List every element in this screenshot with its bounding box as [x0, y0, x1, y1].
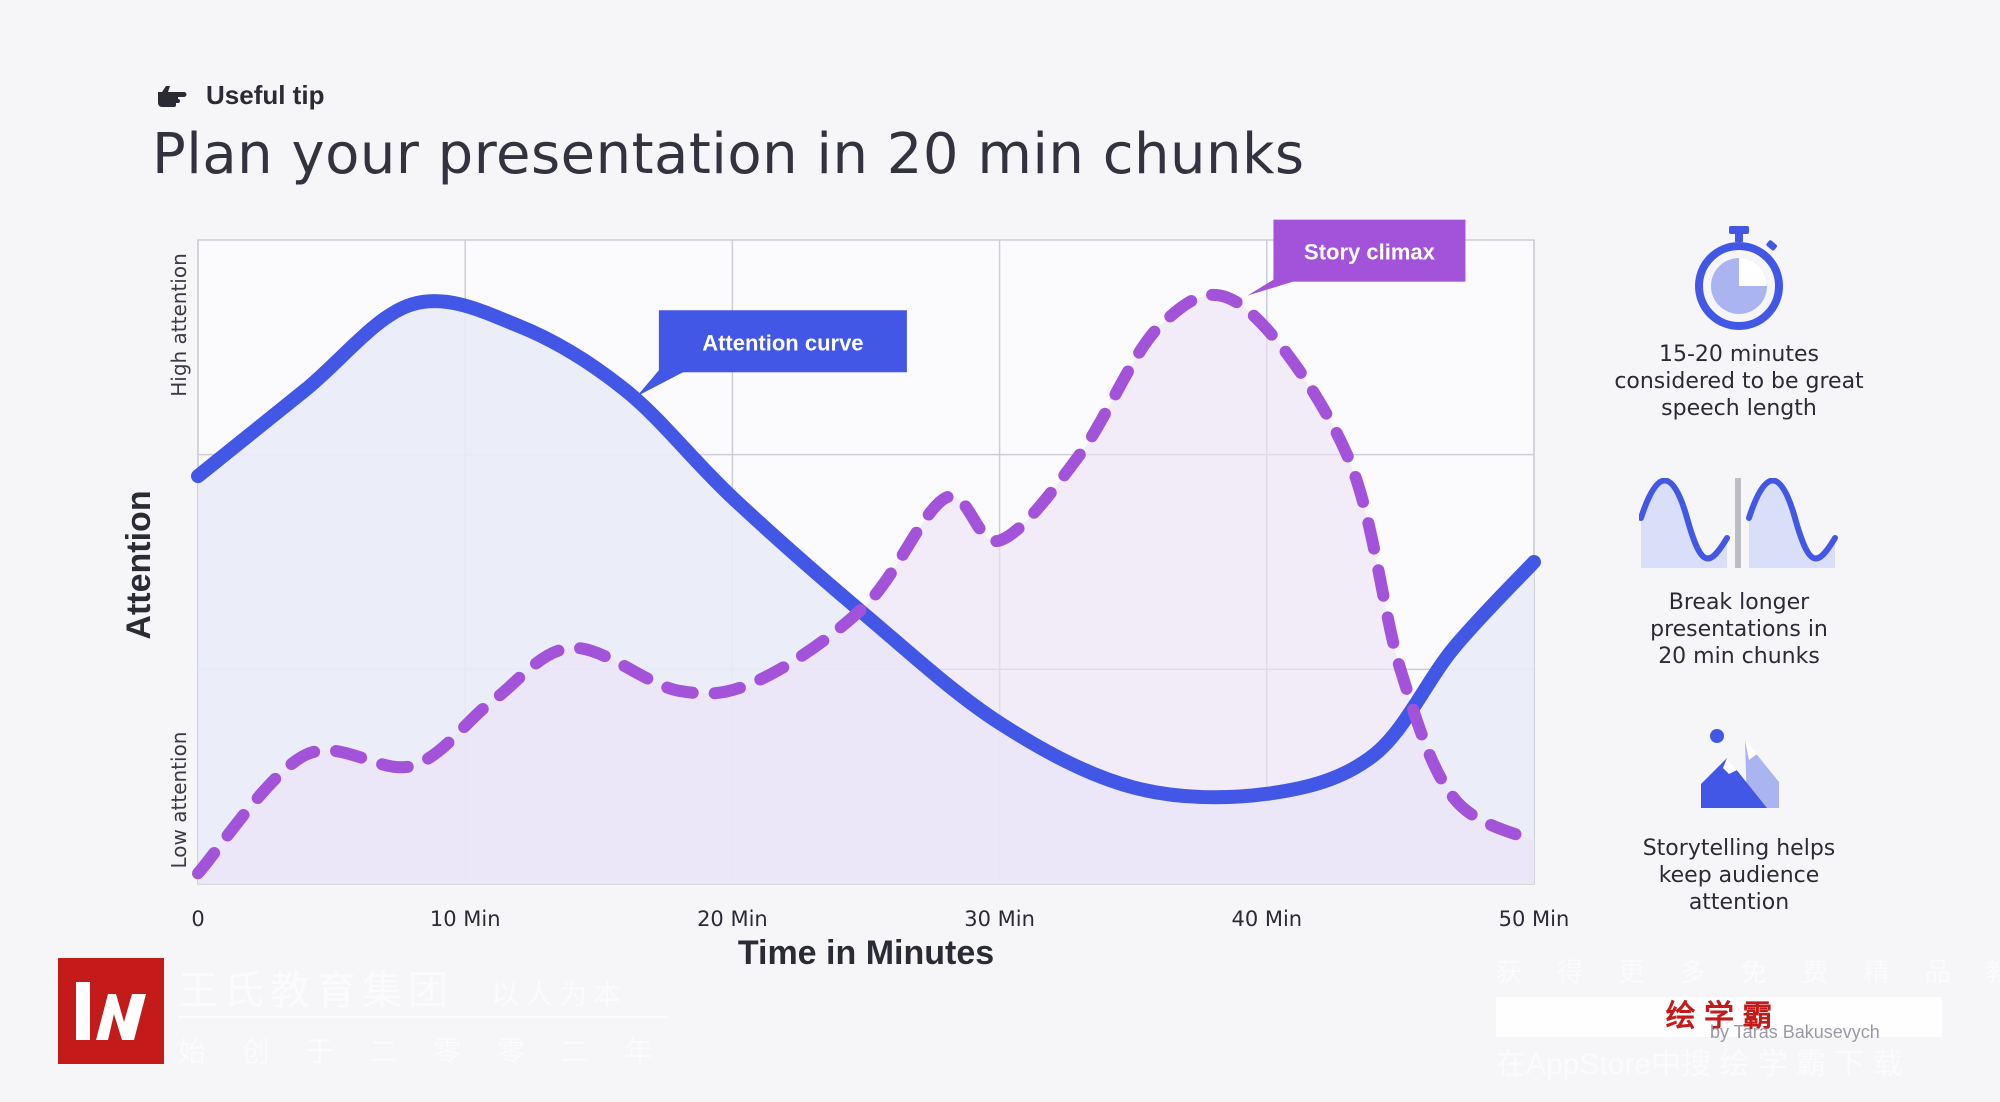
y-high-label: High attention: [167, 253, 191, 397]
attention-callout-text: Attention curve: [702, 330, 863, 355]
chart-annotations: Attention curve Story climax: [636, 219, 1466, 397]
page-title: Plan your presentation in 20 min chunks: [152, 122, 1305, 187]
watermark-right-band: 绘 学 霸: [1496, 997, 1942, 1037]
tip-speech-length-text: 15-20 minutes considered to be great spe…: [1614, 342, 1864, 421]
watermark-left-bottom: 始 创 于 二 零 零 二 年: [178, 1036, 667, 1067]
story-climax-line: [192, 288, 1540, 880]
y-axis-label: Attention: [120, 490, 158, 639]
tip-break-chunks: Break longer presentations in 20 min chu…: [1574, 477, 1904, 670]
climax-callout-box: [1273, 219, 1466, 282]
tip-speech-length: 15-20 minutes considered to be great spe…: [1574, 224, 1904, 422]
split-waves-icon: [1638, 477, 1838, 568]
x-tick-label: 40 Min: [1231, 907, 1302, 931]
x-tick-label: 30 Min: [964, 907, 1035, 931]
x-tick-labels: 0 10 Min 20 Min 30 Min 40 Min 50 Min: [191, 907, 1569, 931]
tip-break-chunks-text: Break longer presentations in 20 min chu…: [1650, 590, 1828, 669]
watermark-brand: 绘 学 霸: [1665, 1000, 1773, 1033]
x-tick-label: 0: [191, 907, 204, 931]
watermark-right-bottom: 在AppStore中搜 绘 学 霸 下 载: [1496, 1048, 1903, 1081]
watermark-left-rule: [178, 1016, 668, 1018]
watermark-right-top: 获 得 更 多 免 费 精 品 教 程: [1496, 957, 2000, 987]
climax-callout-text: Story climax: [1304, 240, 1436, 265]
tip-storytelling: Storytelling helps keep audience attenti…: [1574, 728, 1904, 916]
series-area-1: [198, 294, 1534, 884]
pointing-hand-icon: [154, 85, 187, 107]
wangshi-logo-icon: [58, 958, 164, 1064]
attention-curve-line: [191, 294, 1541, 805]
x-axis-label: Time in Minutes: [738, 934, 994, 972]
climax-callout-pointer: [1247, 279, 1300, 296]
attention-callout-pointer: [636, 370, 687, 397]
chart-lines: [191, 288, 1541, 880]
chart-fills: [198, 294, 1534, 884]
tip-storytelling-text: Storytelling helps keep audience attenti…: [1642, 836, 1836, 915]
attention-callout-box: [658, 310, 907, 373]
mountain-climax-icon: [1701, 729, 1779, 808]
useful-tip: Useful tip: [152, 80, 324, 111]
stopwatch-icon: [1695, 226, 1783, 330]
watermark-right: 获 得 更 多 免 费 精 品 教 程 绘 学 霸 在AppStore中搜 绘 …: [1496, 952, 2000, 1083]
x-tick-label: 20 Min: [697, 907, 768, 931]
x-tick-label: 50 Min: [1499, 907, 1570, 931]
watermark-left-top: 王氏教育集团 以人为本: [178, 969, 628, 1013]
x-tick-label: 10 Min: [430, 907, 501, 931]
tip-label: Useful tip: [206, 80, 325, 110]
y-low-label: Low attention: [167, 732, 191, 869]
author-credit: by Taras Bakusevych: [1710, 1022, 1880, 1042]
